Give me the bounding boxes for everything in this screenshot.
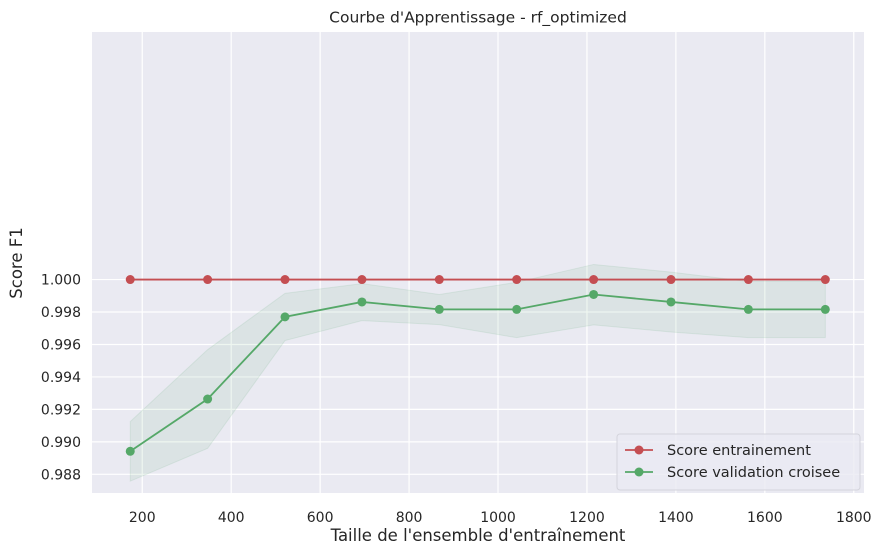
legend-marker-validation: [634, 467, 644, 477]
data-point-train: [434, 275, 444, 285]
x-tick-label: 1000: [480, 510, 516, 526]
legend: Score entrainement Score validation croi…: [616, 433, 861, 491]
chart-title: Courbe d'Apprentissage - rf_optimized: [329, 9, 627, 28]
x-tick-label: 600: [307, 510, 334, 526]
data-point-validation: [280, 312, 290, 322]
data-point-validation: [357, 297, 367, 307]
x-axis-label: Taille de l'ensemble d'entraînement: [330, 526, 626, 545]
data-point-validation: [589, 289, 599, 299]
data-point-validation: [434, 304, 444, 314]
legend-box: [616, 433, 861, 491]
band-validation: [129, 263, 826, 482]
data-point-validation: [743, 304, 753, 314]
data-point-train: [589, 275, 599, 285]
x-tick-label: 1800: [836, 510, 872, 526]
data-point-train: [280, 275, 290, 285]
data-point-validation: [820, 304, 830, 314]
series-line-validation: [129, 293, 826, 453]
y-tick-labels: 0.988 0.990 0.992 0.994 0.996 0.998 1.000: [41, 273, 81, 484]
data-point-train: [743, 275, 753, 285]
data-point-train: [203, 275, 213, 285]
y-axis-label: Score F1: [7, 227, 26, 298]
y-tick-label: 0.996: [41, 337, 81, 353]
data-point-train: [820, 275, 830, 285]
data-point-train: [666, 275, 676, 285]
x-tick-label: 1600: [747, 510, 783, 526]
x-tick-label: 1400: [658, 510, 694, 526]
x-tick-label: 800: [396, 510, 423, 526]
data-point-train: [357, 275, 367, 285]
legend-label-train: Score entrainement: [667, 443, 811, 459]
legend-label-validation: Score validation croisee: [667, 465, 840, 481]
data-point-validation: [512, 304, 522, 314]
y-tick-label: 0.992: [41, 402, 81, 418]
data-point-validation: [666, 297, 676, 307]
plot-background: [92, 32, 864, 493]
y-tick-label: 1.000: [41, 273, 81, 289]
y-tick-label: 0.988: [41, 467, 81, 483]
y-tick-label: 0.994: [41, 370, 81, 386]
y-tick-label: 0.998: [41, 305, 81, 321]
data-point-validation: [203, 394, 213, 404]
data-point-train: [125, 275, 135, 285]
x-tick-label: 1200: [569, 510, 605, 526]
data-point-validation: [125, 446, 135, 456]
data-point-train: [512, 275, 522, 285]
x-tick-labels: 200 400 600 800 1000 1200 1400 1600 1800: [129, 510, 872, 526]
legend-marker-train: [634, 445, 644, 455]
x-tick-label: 200: [129, 510, 156, 526]
y-tick-label: 0.990: [41, 435, 81, 451]
series-lines: [125, 275, 830, 456]
x-tick-label: 400: [218, 510, 245, 526]
